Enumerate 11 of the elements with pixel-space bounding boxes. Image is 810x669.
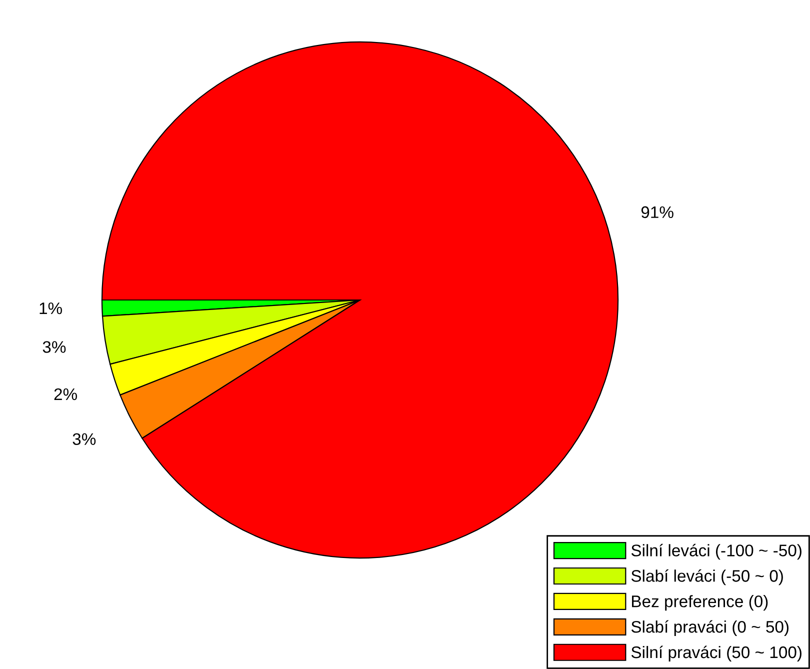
data-label: 2%: [54, 388, 78, 400]
legend-label: Slabí leváci (-50 ~ 0): [631, 569, 783, 586]
legend-label: Silní leváci (-100 ~ -50): [631, 544, 802, 560]
data-label: 3%: [72, 433, 96, 446]
legend-label: Bez preference (0): [632, 595, 768, 611]
legend-label: Slabí praváci (0 ~ 50): [631, 620, 789, 636]
data-label: 3%: [42, 341, 66, 353]
pie-slice: [101, 41, 619, 559]
data-label: 91%: [641, 206, 674, 218]
legend-label: Silní praváci (50 ~ 100): [631, 646, 802, 662]
data-label: 1%: [40, 302, 62, 314]
